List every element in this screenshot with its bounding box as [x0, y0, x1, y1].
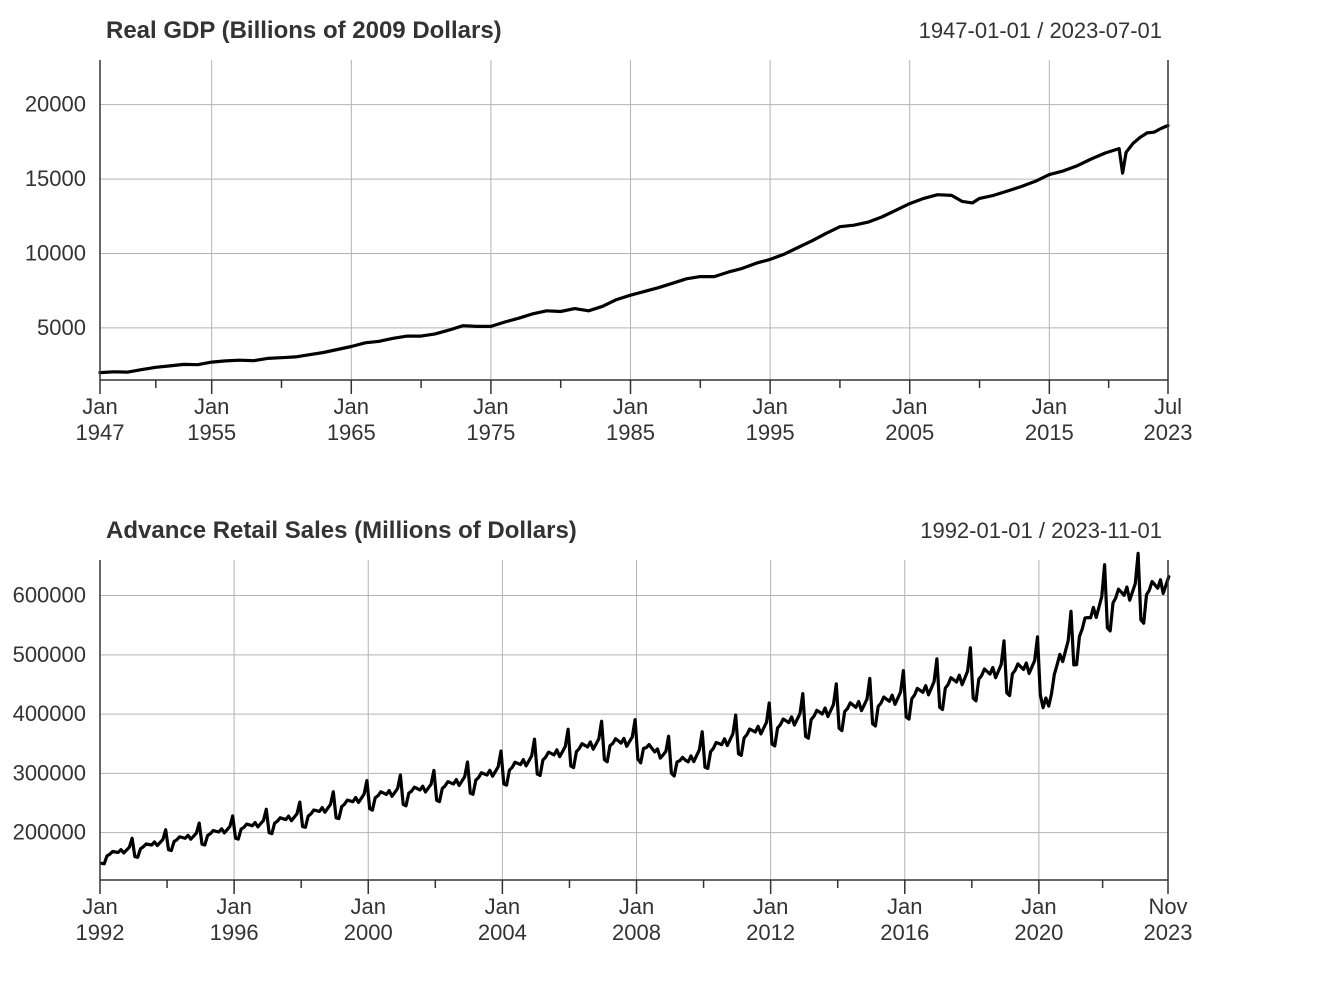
x-tick-label: 2000: [344, 920, 393, 945]
x-tick-label: 1965: [327, 420, 376, 445]
x-tick-label: Jan: [619, 894, 654, 919]
x-tick-label: Jan: [485, 894, 520, 919]
chart-date-range: 1992-01-01 / 2023-11-01: [920, 518, 1162, 543]
y-tick-label: 5000: [37, 315, 86, 340]
x-tick-label: Jan: [216, 894, 251, 919]
chart-title: Advance Retail Sales (Millions of Dollar…: [106, 517, 577, 544]
x-tick-label: Jan: [613, 394, 648, 419]
y-tick-label: 400000: [13, 701, 86, 726]
x-tick-label: Jul: [1154, 394, 1182, 419]
y-tick-label: 20000: [25, 92, 86, 117]
y-tick-label: 10000: [25, 240, 86, 265]
chart-title: Real GDP (Billions of 2009 Dollars): [106, 17, 502, 44]
charts-canvas: Real GDP (Billions of 2009 Dollars) 1947-…: [0, 0, 1344, 1008]
x-tick-label: 1985: [606, 420, 655, 445]
y-tick-label: 200000: [13, 820, 86, 845]
x-tick-label: 1996: [210, 920, 259, 945]
x-tick-label: 2015: [1025, 420, 1074, 445]
x-tick-label: Jan: [194, 394, 229, 419]
x-tick-label: Jan: [752, 394, 787, 419]
y-tick-label: 15000: [25, 166, 86, 191]
x-tick-label: 2023: [1144, 920, 1193, 945]
x-tick-label: 2020: [1014, 920, 1063, 945]
y-tick-label: 600000: [13, 583, 86, 608]
x-tick-label: Jan: [892, 394, 927, 419]
x-tick-label: Jan: [1032, 394, 1067, 419]
x-tick-label: 1975: [466, 420, 515, 445]
x-tick-label: 2023: [1144, 420, 1193, 445]
x-tick-label: 2005: [885, 420, 934, 445]
x-tick-label: Jan: [351, 894, 386, 919]
chart-date-range: 1947-01-01 / 2023-07-01: [919, 18, 1162, 43]
x-tick-label: 2008: [612, 920, 661, 945]
x-tick-label: 2004: [478, 920, 527, 945]
x-tick-label: Jan: [473, 394, 508, 419]
x-tick-label: 2016: [880, 920, 929, 945]
x-tick-label: Jan: [753, 894, 788, 919]
x-tick-label: 2012: [746, 920, 795, 945]
x-tick-label: Jan: [334, 394, 369, 419]
x-tick-label: 1947: [76, 420, 125, 445]
x-tick-label: Jan: [82, 394, 117, 419]
x-tick-label: Jan: [887, 894, 922, 919]
y-tick-label: 500000: [13, 642, 86, 667]
x-tick-label: 1992: [76, 920, 125, 945]
x-tick-label: 1955: [187, 420, 236, 445]
x-tick-label: Jan: [82, 894, 117, 919]
x-tick-label: 1995: [746, 420, 795, 445]
y-tick-label: 300000: [13, 760, 86, 785]
x-tick-label: Nov: [1148, 894, 1187, 919]
x-tick-label: Jan: [1021, 894, 1056, 919]
